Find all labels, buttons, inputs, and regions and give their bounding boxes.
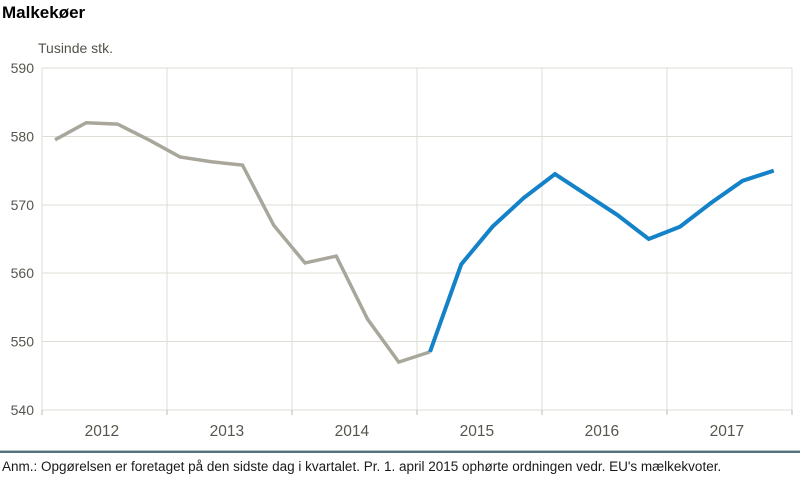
footnote: Anm.: Opgørelsen er foretaget på den sid… — [2, 459, 722, 474]
x-tick-label-2016: 2016 — [585, 423, 619, 440]
series-line-before-quota-end-until-2015Q1 — [54, 120, 431, 365]
x-tick-label-2014: 2014 — [335, 423, 370, 440]
y-tick-label-550: 550 — [11, 334, 35, 350]
y-tick-label-540: 540 — [11, 402, 35, 418]
y-tick-label-560: 560 — [11, 265, 35, 281]
y-axis-unit-label: Tusinde stk. — [38, 40, 113, 56]
y-tick-label-590: 590 — [11, 60, 35, 76]
x-tick-label-2012: 2012 — [85, 423, 119, 440]
page-title: Malkekøer — [2, 3, 86, 22]
x-tick-label-2015: 2015 — [460, 423, 494, 440]
footnote-divider — [0, 450, 800, 453]
series-line-after-quota-end-from-2015Q1 — [428, 168, 775, 353]
y-tick-label-570: 570 — [11, 197, 35, 213]
x-tick-label-2017: 2017 — [710, 423, 744, 440]
x-tick-label-2013: 2013 — [210, 423, 244, 440]
y-tick-label-580: 580 — [11, 128, 35, 144]
line-chart: 590 580 570 560 550 540 2012 2013 2014 2015 2016 20… — [11, 60, 793, 440]
